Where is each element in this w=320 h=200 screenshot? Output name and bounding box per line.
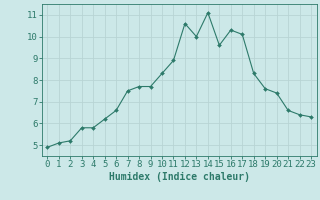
X-axis label: Humidex (Indice chaleur): Humidex (Indice chaleur)	[109, 172, 250, 182]
